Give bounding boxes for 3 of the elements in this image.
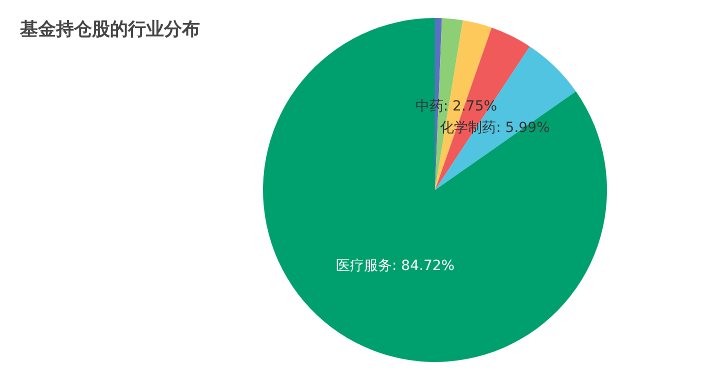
- text: 基金持仓股的行业分布: [19, 19, 200, 40]
- pie-slice: [263, 18, 607, 362]
- slice-label: 医疗服务: 84.72%: [336, 258, 455, 274]
